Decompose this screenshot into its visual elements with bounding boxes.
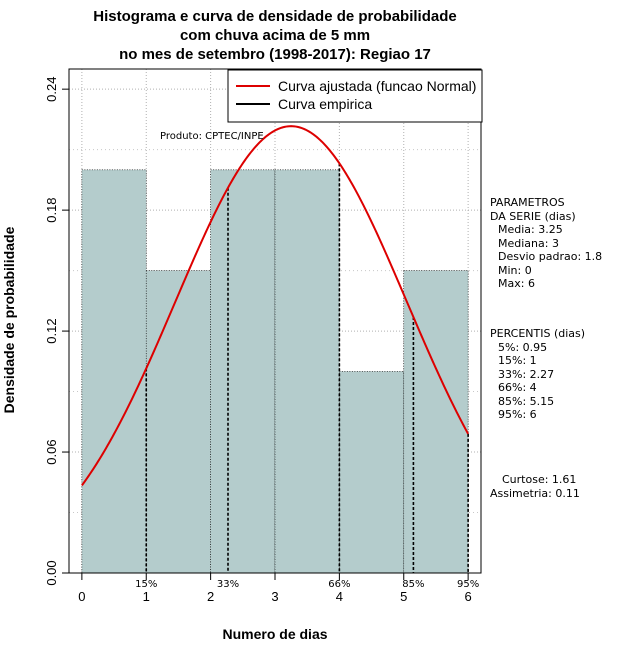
parametros-title-1: PARAMETROS [490, 196, 565, 209]
chart-title: Histograma e curva de densidade de proba… [93, 8, 456, 63]
x-tick-label-6: 6 [465, 589, 472, 604]
series-parameters-panel: PARAMETROS DA SERIE (dias) Media: 3.25 M… [490, 196, 602, 291]
x-axis-label: Numero de dias [222, 626, 327, 642]
curtose-value: Curtose: 1.61 [502, 473, 577, 486]
percentil-66: 66%: 4 [498, 381, 537, 394]
x-tick-label-1: 1 [143, 589, 150, 604]
percentis-title: PERCENTIS (dias) [490, 327, 586, 340]
histogram-bar-2 [210, 169, 276, 574]
percentiles-panel: PERCENTIS (dias) 5%: 0.95 15%: 1 33%: 2.… [490, 327, 585, 422]
parametros-title-2: DA SERIE (dias) [490, 209, 576, 223]
legend: Curva ajustada (funcao Normal) Curva emp… [227, 69, 483, 123]
y-tick-label-3: 0.18 [44, 197, 59, 222]
histogram-bars [81, 169, 469, 574]
percentil-5: 5%: 0.95 [498, 340, 548, 354]
percentil-15: 15%: 1 [498, 354, 537, 367]
percentile-label-15: 15% [135, 579, 157, 590]
percentile-label-66: 66% [328, 579, 350, 590]
y-tick-label-2: 0.12 [44, 318, 59, 343]
x-tick-label-2: 2 [207, 589, 214, 604]
param-media: Media: 3.25 [498, 223, 563, 236]
histogram-bar-3 [274, 169, 340, 574]
legend-empirical-label: Curva empirica [278, 96, 372, 112]
x-tick-label-0: 0 [78, 589, 85, 604]
param-desvio: Desvio padrao: 1.8 [498, 250, 603, 263]
x-tick-label-3: 3 [271, 589, 278, 604]
percentil-33: 33%: 2.27 [498, 367, 555, 381]
y-axis-label: Densidade de probabilidade [1, 226, 17, 413]
assimetria-value: Assimetria: 0.11 [490, 486, 580, 500]
percentile-label-85: 85% [402, 579, 424, 590]
param-max: Max: 6 [498, 277, 535, 290]
param-mediana: Mediana: 3 [498, 236, 559, 250]
product-annotation: Produto: CPTEC/INPE [160, 131, 264, 142]
legend-fitted-label: Curva ajustada (funcao Normal) [278, 78, 476, 94]
percentile-label-95: 95% [457, 579, 479, 590]
y-tick-label-0: 0.00 [44, 560, 59, 585]
histogram-bar-4 [339, 371, 405, 574]
y-tick-label-4: 0.24 [44, 77, 59, 102]
axes: 0 1 2 3 4 5 6 0.00 0.06 0.12 0.18 0.24 [44, 68, 482, 604]
fitted-curve-layer [81, 125, 470, 487]
title-line-1: Histograma e curva de densidade de proba… [93, 8, 456, 25]
percentil-95: 95%: 6 [498, 408, 537, 421]
histogram-bar-1 [145, 270, 211, 574]
param-min: Min: 0 [498, 263, 532, 277]
percentil-85: 85%: 5.15 [498, 394, 555, 408]
title-line-3: no mes de setembro (1998-2017): Regiao 1… [119, 46, 431, 63]
x-tick-label-5: 5 [400, 589, 407, 604]
percentile-label-33: 33% [217, 579, 239, 590]
y-tick-label-1: 0.06 [44, 439, 59, 464]
percentile-markers: 15% 33% 66% 85% 95% [135, 163, 479, 590]
legend-box [227, 69, 483, 123]
shape-stats-panel: Curtose: 1.61 Assimetria: 0.11 [490, 473, 580, 500]
histogram-bar-0 [81, 169, 147, 574]
title-line-2: com chuva acima de 5 mm [180, 27, 370, 44]
x-tick-label-4: 4 [336, 589, 343, 604]
fitted-curve [81, 125, 470, 487]
